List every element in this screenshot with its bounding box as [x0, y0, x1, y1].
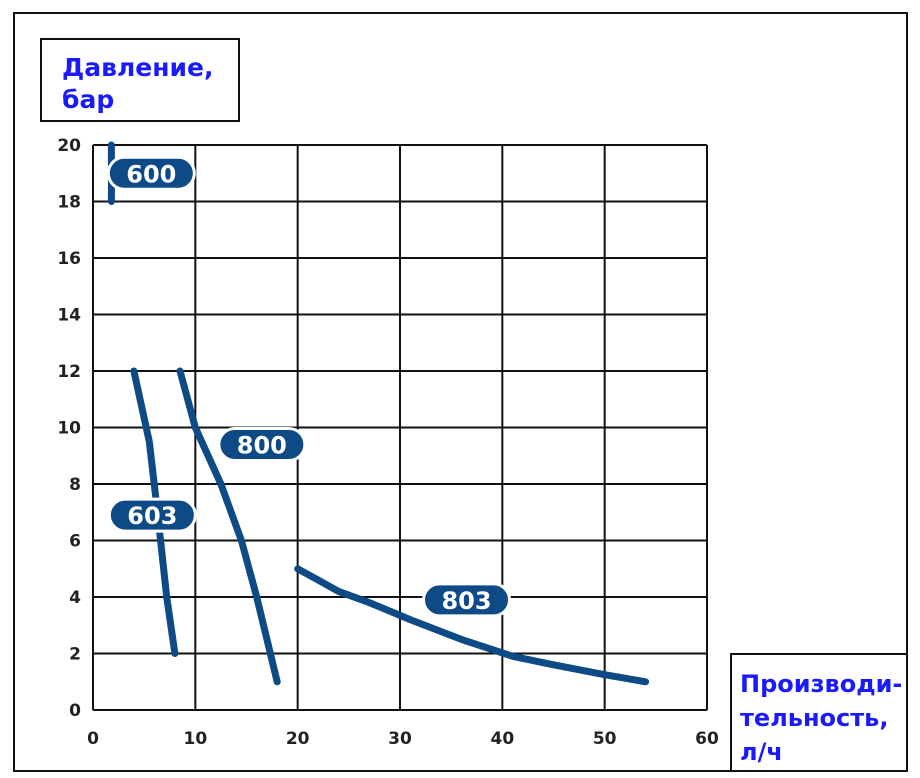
y-tick-label: 10: [57, 419, 81, 439]
y-tick-label: 0: [69, 701, 81, 721]
series-label-600: 600: [126, 160, 176, 188]
y-tick-label: 2: [69, 645, 81, 665]
chart-frame: [13, 12, 908, 772]
y-axis-title: Давление, бар: [62, 53, 214, 114]
series-label-803: 803: [441, 587, 491, 615]
y-axis-title-box: Давление, бар: [40, 38, 240, 122]
x-tick-label: 30: [388, 729, 412, 749]
y-tick-label: 8: [69, 475, 81, 495]
series-badge-803: [422, 582, 512, 618]
series-badge-800: [217, 426, 307, 462]
y-tick-label: 16: [57, 249, 81, 269]
x-tick-label: 40: [490, 729, 514, 749]
y-tick-label: 14: [57, 306, 81, 326]
series-line-800: [176, 367, 281, 686]
x-tick-label: 0: [87, 729, 99, 749]
x-tick-label: 60: [695, 729, 719, 749]
x-tick-label: 20: [286, 729, 310, 749]
y-tick-label: 6: [69, 532, 81, 552]
series-line-803: [294, 565, 650, 686]
series-badge-603: [107, 497, 197, 533]
x-tick-label: 10: [183, 729, 207, 749]
y-tick-label: 12: [57, 362, 81, 382]
series-badge-600: [106, 155, 196, 191]
y-tick-label: 20: [57, 136, 81, 156]
y-tick-label: 18: [57, 193, 81, 213]
series-label-800: 800: [237, 431, 287, 459]
x-axis-title-box: Производи- тельность, л/ч: [730, 653, 908, 772]
series-label-603: 603: [127, 502, 177, 530]
x-tick-label: 50: [593, 729, 617, 749]
y-tick-label: 4: [69, 588, 81, 608]
x-axis-title: Производи- тельность, л/ч: [740, 670, 903, 766]
